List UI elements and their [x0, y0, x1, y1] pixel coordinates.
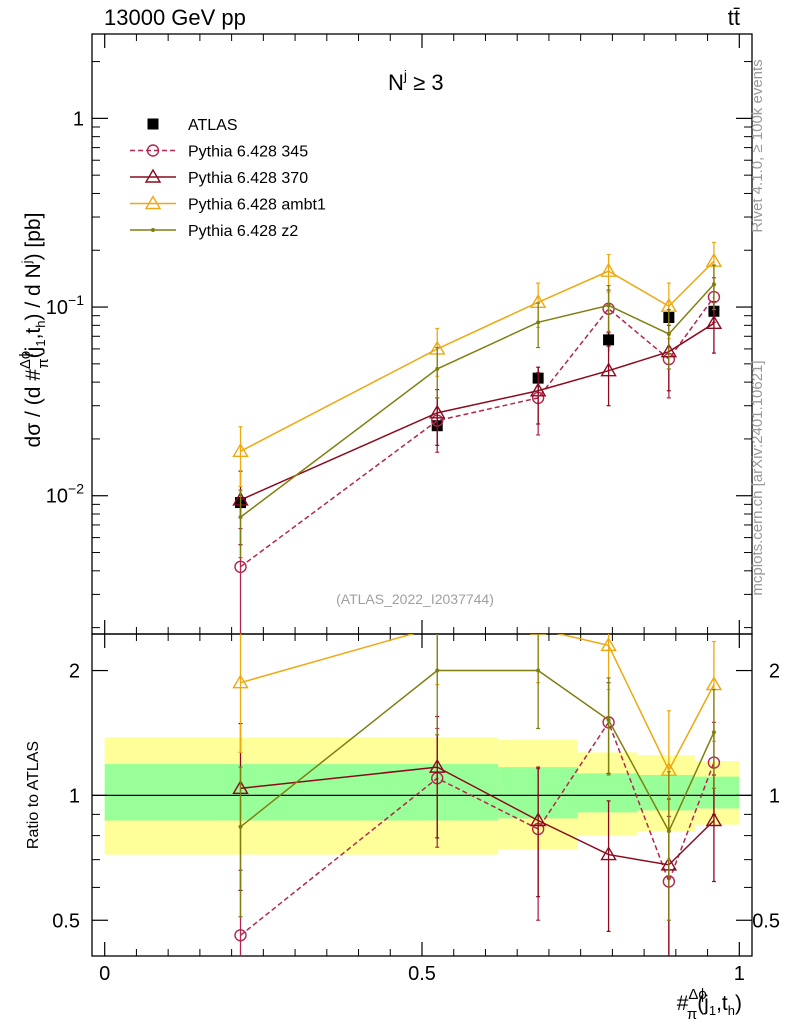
data-point-pythia-6-428-ambt1	[232, 442, 249, 457]
ratio-point-pythia-6-428-370	[600, 846, 617, 861]
y-tick-label: 1	[73, 108, 84, 130]
legend: ATLAS Pythia 6.428 345 Pythia 6.428 370 Pyt…	[130, 117, 326, 240]
ratio-point-pythia-6-428-ambt1	[529, 634, 547, 635]
analysis-id-label: (ATLAS_2022_I2037744)	[336, 591, 494, 607]
legend-label-pythia-6-428-z2: Pythia 6.428 z2	[188, 223, 298, 240]
data-point-pythia-6-428-370	[529, 382, 547, 397]
ratio-y-tick-label: 2	[69, 661, 80, 683]
x-tick-label: 1	[734, 963, 745, 985]
ratio-y-tick-label-right: 1	[769, 785, 780, 807]
ratio-point-pythia-6-428-ambt1	[232, 674, 249, 689]
ratio-band-inner	[104, 764, 499, 821]
axis-ticks: 0 0.5 1 10−2 10−1 1 0.5 0.5 1 1 2 2	[46, 34, 780, 985]
series-pythia-6-428-370	[232, 300, 723, 546]
data-point-pythia-6-428-z2	[606, 303, 611, 308]
ratio-point-pythia-6-428-370	[429, 758, 446, 773]
series-line-pythia-6-428-ambt1	[240, 260, 715, 452]
data-point-pythia-6-428-370	[429, 404, 446, 419]
legend-item-pythia-6-428-370: Pythia 6.428 370	[130, 168, 308, 187]
legend-item-pythia-6-428-z2: Pythia 6.428 z2	[130, 223, 298, 240]
ratio-line-pythia-6-428-345	[240, 720, 715, 936]
ratio-panel-data	[232, 620, 723, 956]
series-line-pythia-6-428-370	[240, 322, 715, 501]
legend-label-pythia-6-428-345: Pythia 6.428 345	[188, 144, 308, 161]
ratio-point-pythia-6-428-z2	[606, 717, 611, 722]
series-pythia-6-428-ambt1	[232, 241, 723, 488]
legend-item-pythia-6-428-345: Pythia 6.428 345	[130, 144, 308, 161]
series-atlas	[235, 300, 720, 518]
y-tick-label: 10−2	[46, 481, 84, 508]
ratio-point-pythia-6-428-345	[234, 929, 247, 942]
x-axis-label: #Δϕ π(j1,th)	[677, 986, 742, 1023]
data-point-pythia-6-428-370	[705, 314, 723, 330]
x-tick-label: 0.5	[408, 963, 436, 985]
series-line-pythia-6-428-345	[240, 296, 715, 568]
energy-label: 13000 GeV pp	[104, 5, 246, 30]
ratio-uncertainty-bands	[92, 737, 752, 855]
data-point-pythia-6-428-345	[234, 560, 247, 574]
panel-title: Nj ≥ 3	[388, 67, 444, 95]
ratio-y-tick-label-right: 2	[769, 661, 780, 683]
data-point-pythia-6-428-ambt1	[600, 262, 617, 277]
mcplots-watermark: mcplots.cern.ch [arXiv:2401.10621]	[749, 360, 766, 595]
x-tick-label: 0	[99, 963, 110, 985]
main-y-axis-label: dσ / (d #Δϕπ(j1,th) / d Nj) [pb]	[17, 213, 52, 448]
ratio-point-pythia-6-428-z2	[238, 824, 243, 829]
legend-label-atlas: ATLAS	[188, 117, 238, 134]
legend-item-atlas: ATLAS	[147, 117, 238, 134]
legend-item-pythia-6-428-ambt1: Pythia 6.428 ambt1	[130, 195, 326, 214]
series-pythia-6-428-345	[234, 277, 721, 634]
ratio-y-tick-label-right: 0.5	[752, 910, 780, 932]
data-point-pythia-6-428-z2	[666, 331, 671, 336]
ratio-series-pythia-6-428-z2	[238, 634, 716, 921]
ratio-y-tick-label: 1	[69, 785, 80, 807]
ratio-y-tick-label: 0.5	[52, 910, 80, 932]
rivet-watermark: Rivet 4.1.0, ≥ 100k events	[749, 59, 766, 232]
data-point-pythia-6-428-370	[600, 362, 617, 377]
legend-marker-atlas	[147, 118, 159, 130]
ratio-line-pythia-6-428-370	[240, 766, 715, 866]
ratio-line-pythia-6-428-z2	[240, 669, 715, 833]
data-point-pythia-6-428-z2	[435, 366, 440, 371]
ratio-point-pythia-6-428-z2	[536, 668, 541, 673]
ratio-band-inner	[577, 773, 638, 813]
series-line-pythia-6-428-z2	[240, 283, 715, 518]
main-panel-data	[232, 241, 723, 634]
series-pythia-6-428-z2	[238, 264, 716, 559]
data-point-atlas	[603, 334, 615, 346]
legend-marker-pythia-6-428-345	[146, 144, 160, 157]
legend-marker-pythia-6-428-ambt1	[144, 195, 162, 210]
ratio-band-inner	[694, 776, 740, 809]
ratio-point-pythia-6-428-z2	[435, 668, 440, 673]
ratio-point-pythia-6-428-370	[705, 812, 723, 827]
ratio-point-pythia-6-428-ambt1	[600, 636, 617, 652]
ratio-point-pythia-6-428-ambt1	[430, 620, 444, 632]
ratio-point-pythia-6-428-370	[529, 812, 547, 827]
ratio-point-pythia-6-428-z2	[666, 829, 671, 834]
legend-marker-pythia-6-428-z2	[151, 228, 155, 232]
ratio-point-pythia-6-428-z2	[711, 730, 716, 735]
data-point-pythia-6-428-z2	[711, 282, 716, 287]
ratio-line-pythia-6-428-ambt1	[240, 634, 715, 772]
process-label: tt̄	[728, 5, 740, 30]
data-point-pythia-6-428-z2	[536, 320, 541, 325]
data-point-pythia-6-428-z2	[238, 515, 243, 520]
legend-label-pythia-6-428-370: Pythia 6.428 370	[188, 170, 308, 187]
legend-marker-pythia-6-428-370	[144, 168, 162, 183]
y-tick-label: 10−1	[46, 292, 84, 319]
legend-label-pythia-6-428-ambt1: Pythia 6.428 ambt1	[188, 197, 326, 214]
ratio-y-axis-label: Ratio to ATLAS	[25, 741, 42, 849]
